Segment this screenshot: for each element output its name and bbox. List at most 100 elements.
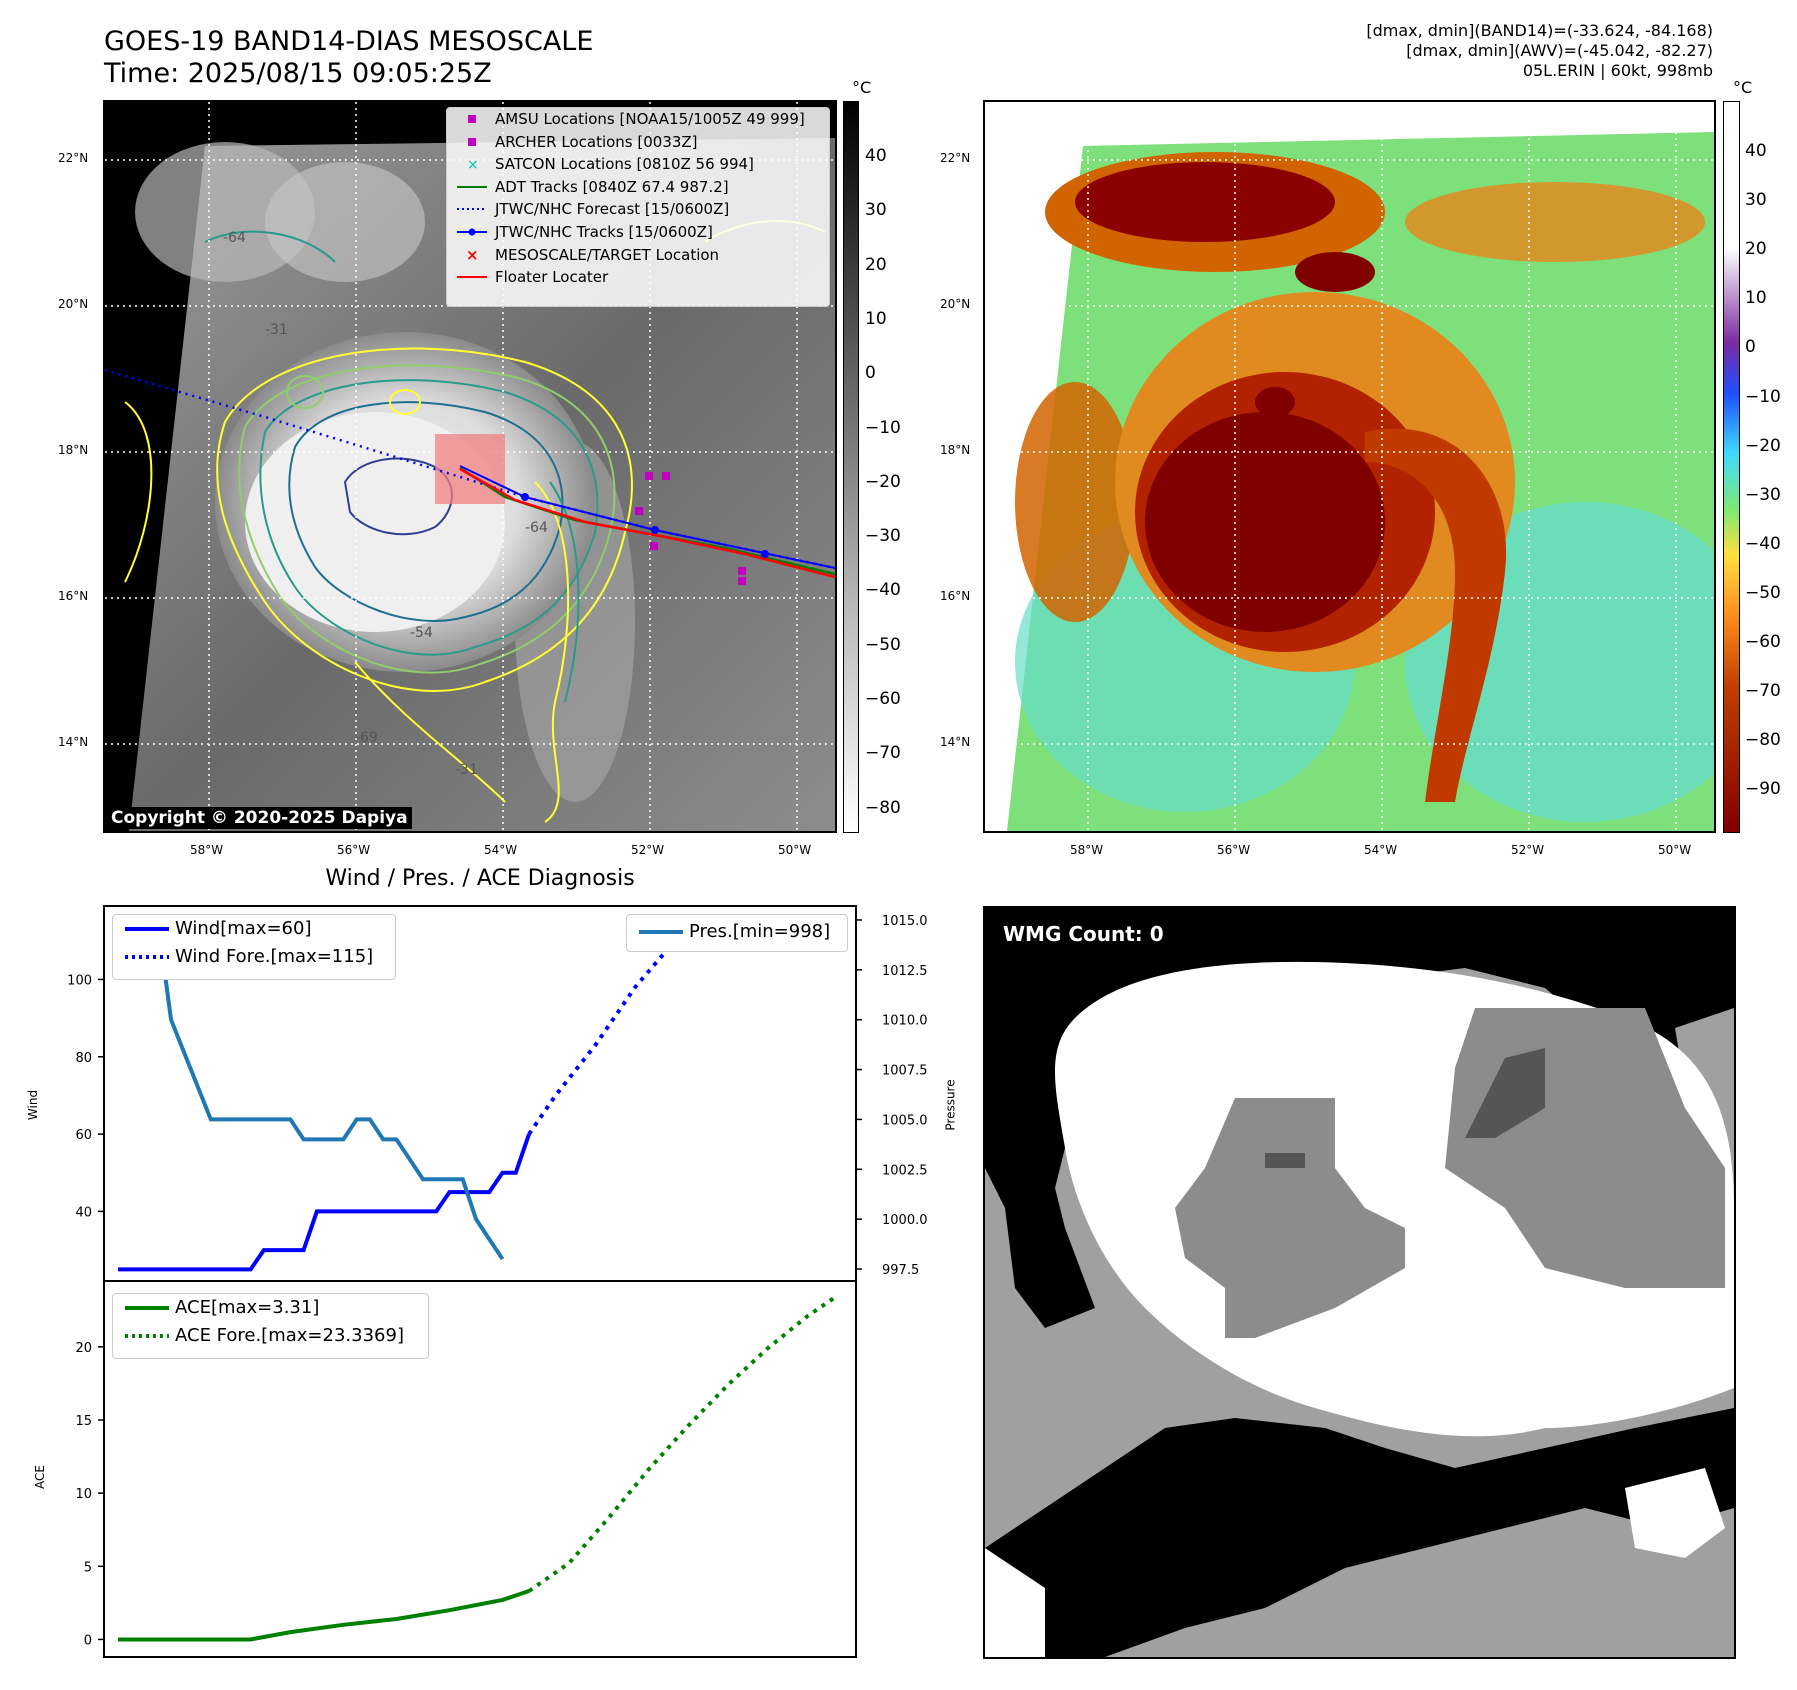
contour-label: -31 (455, 762, 478, 778)
legend-item-adt: ADT Tracks [0840Z 67.4 987.2] (457, 177, 729, 196)
legend-item-wind: Wind[max=60] (125, 918, 312, 939)
pressure-tick-label: 1000.0 (882, 1213, 928, 1228)
contour-label: -64 (223, 230, 246, 246)
ir-colorbar-tick: 30 (865, 200, 887, 221)
wind-series-line (118, 1133, 531, 1272)
ir-colorbar-tick: 40 (865, 146, 887, 166)
ir-colorbar (843, 101, 859, 833)
ace-tick-label: 10 (75, 1487, 92, 1502)
wind-axis-label: Wind (26, 1089, 41, 1121)
legend-item-ace-forecast: ACE Fore.[max=23.3369] (125, 1325, 404, 1346)
contour-label: -69 (355, 730, 378, 746)
ir-lat-label: 22°N (58, 151, 89, 165)
legend-item-tracks: JTWC/NHC Tracks [15/0600Z] (447, 221, 829, 244)
svg-text:×: × (467, 157, 479, 173)
pressure-tick-label: 1002.5 (882, 1163, 928, 1178)
wv-colorbar-tick: −70 (1745, 681, 1781, 702)
wv-colorbar-tick: −60 (1745, 632, 1781, 652)
wv-colorbar-tick: 20 (1745, 239, 1767, 260)
ir-colorbar-tick: −40 (865, 580, 901, 601)
legend-item-pressure: Pres.[min=998] (639, 921, 831, 942)
wind-tick-label: 60 (75, 1128, 92, 1143)
ir-colorbar-unit: °C (852, 78, 872, 97)
info-line-1: [dmax, dmin](BAND14)=(-33.624, -84.168) (1366, 21, 1713, 40)
wv-colorbar-tick: −90 (1745, 779, 1781, 800)
contour-label: -31 (265, 322, 288, 338)
storm-info: [dmax, dmin](BAND14)=(-33.624, -84.168) … (1366, 21, 1713, 81)
info-line-3: 05L.ERIN | 60kt, 998mb (1522, 61, 1713, 80)
ace-tick-label: 0 (84, 1633, 92, 1648)
wv-colorbar-tick: −50 (1745, 582, 1781, 603)
ir-lat-label: 14°N (58, 735, 89, 749)
legend-item-wind-forecast: Wind Fore.[max=115] (125, 946, 374, 967)
ir-colorbar-tick: −50 (865, 634, 901, 655)
ir-colorbar-tick: −10 (865, 417, 901, 438)
legend-item-amsu: AMSU Locations [NOAA15/1005Z 49 999] (447, 108, 829, 131)
ir-colorbar-tick: −60 (865, 689, 901, 709)
pressure-tick-label: 1015.0 (882, 914, 928, 929)
ace-series-line (118, 1589, 530, 1642)
svg-text:×: × (466, 246, 479, 264)
wv-colorbar-unit: °C (1733, 78, 1753, 97)
title-line-1: GOES-19 BAND14-DIAS MESOSCALE (104, 26, 594, 57)
contour-label: -54 (410, 625, 433, 641)
wind-tick-label: 80 (75, 1051, 92, 1066)
wv-colorbar-tick: 30 (1745, 190, 1767, 211)
wmg-panel: WMG Count: 0 (983, 906, 1736, 1659)
ace-tick-label: 5 (84, 1560, 92, 1575)
ir-lon-label: 56°W (337, 843, 371, 857)
pressure-tick-label: 1007.5 (882, 1064, 928, 1079)
ir-lat-label: 18°N (58, 443, 89, 457)
ace-axis-label: ACE (32, 1465, 47, 1489)
wv-satellite-panel (983, 100, 1716, 833)
wmg-image (985, 908, 1734, 1657)
wv-lat-label: 14°N (940, 735, 971, 749)
wind-legend: Wind[max=60] Wind Fore.[max=115] (112, 914, 396, 980)
wv-lon-label: 54°W (1364, 843, 1398, 857)
wv-lon-label: 50°W (1658, 843, 1692, 857)
title-line-2: Time: 2025/08/15 09:05:25Z (104, 58, 492, 89)
wv-colorbar-tick: −30 (1745, 484, 1781, 505)
wv-lat-label: 22°N (940, 151, 971, 165)
wind-forecast-series-line (527, 919, 835, 1136)
ir-colorbar-tick: 20 (865, 254, 887, 275)
ir-colorbar-tick: 10 (865, 308, 887, 329)
figure-title: GOES-19 BAND14-DIAS MESOSCALE Time: 2025… (104, 26, 593, 90)
ir-colorbar-tick: 0 (865, 363, 876, 384)
wv-colorbar (1723, 101, 1740, 833)
ace-tick-label: 20 (75, 1341, 92, 1356)
legend-item-ace: ACE[max=3.31] (125, 1297, 320, 1318)
ace-tick-label: 15 (75, 1414, 92, 1429)
wmg-count-label: WMG Count: 0 (995, 920, 1172, 948)
wv-lat-label: 20°N (940, 297, 971, 311)
ace-legend: ACE[max=3.31] ACE Fore.[max=23.3369] (112, 1293, 429, 1359)
wv-lon-label: 52°W (1511, 843, 1545, 857)
ir-colorbar-tick: −80 (865, 797, 901, 818)
wv-colorbar-tick: 40 (1745, 141, 1767, 161)
ir-lat-label: 16°N (58, 589, 89, 603)
ir-satellite-panel: -64 -54 -31 -64 -31 -69 AMSU Loc (103, 100, 837, 833)
wv-colorbar-tick: 0 (1745, 337, 1756, 358)
ir-colorbar-tick: −30 (865, 526, 901, 547)
pressure-axis-label: Pressure (943, 1079, 958, 1131)
info-line-2: [dmax, dmin](AWV)=(-45.042, -82.27) (1406, 41, 1713, 60)
wv-colorbar-tick: 10 (1745, 288, 1767, 309)
wv-colorbar-tick: −20 (1745, 435, 1781, 456)
pressure-tick-label: 997.5 (882, 1263, 919, 1278)
ir-lon-label: 54°W (484, 843, 518, 857)
wv-satellite-image (985, 102, 1714, 831)
ir-lon-label: 58°W (190, 843, 224, 857)
ir-colorbar-tick: −70 (865, 743, 901, 764)
legend-item-floater: Floater Locater (457, 268, 609, 287)
diagnosis-title: Wind / Pres. / ACE Diagnosis (325, 866, 635, 891)
wv-lat-label: 16°N (940, 589, 971, 603)
pressure-tick-label: 1012.5 (882, 964, 928, 979)
pressure-tick-label: 1010.0 (882, 1014, 928, 1029)
wind-tick-label: 100 (67, 973, 92, 988)
copyright-label: Copyright © 2020-2025 Dapiya (107, 807, 412, 829)
pressure-tick-label: 1005.0 (882, 1113, 928, 1128)
ir-lat-label: 20°N (58, 297, 89, 311)
ir-lon-label: 52°W (631, 843, 665, 857)
wv-lon-label: 56°W (1217, 843, 1251, 857)
legend-item-satcon: × SATCON Locations [0810Z 56 994] (467, 155, 754, 174)
